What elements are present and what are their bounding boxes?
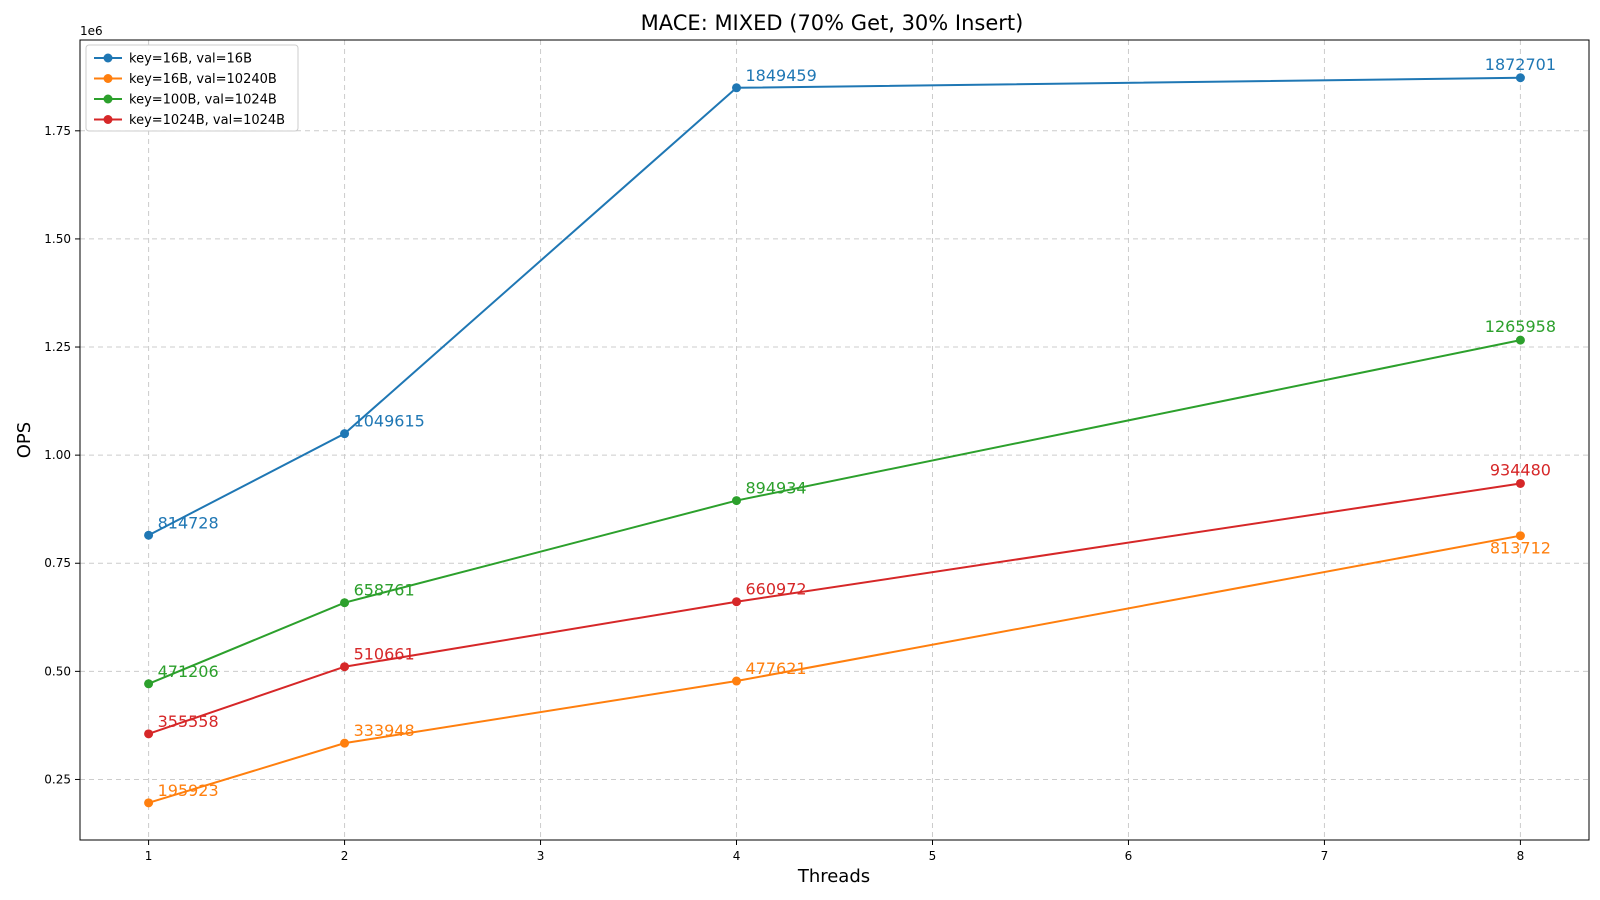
data-point xyxy=(340,662,350,672)
x-tick-label: 8 xyxy=(1517,849,1525,863)
y-tick-label: 0.25 xyxy=(44,772,71,786)
legend-marker xyxy=(103,74,113,83)
chart-title: MACE: MIXED (70% Get, 30% Insert) xyxy=(641,11,1024,35)
data-label: 658761 xyxy=(354,581,415,600)
x-tick-label: 3 xyxy=(537,849,545,863)
legend-label: key=16B, val=10240B xyxy=(129,72,277,87)
series-layer: 814728 1049615 1849459 1872701 195923 333948 4… xyxy=(144,55,1556,808)
legend-entry: key=16B, val=16B xyxy=(94,52,252,67)
x-tick-label: 2 xyxy=(341,849,349,863)
data-point xyxy=(340,429,350,439)
y-axis-multiplier: 1e6 xyxy=(80,24,103,38)
data-point xyxy=(1515,531,1525,541)
data-label: 477621 xyxy=(746,659,807,678)
data-point xyxy=(144,798,154,808)
data-point xyxy=(144,729,154,739)
data-point xyxy=(1515,73,1525,83)
legend-label: key=1024B, val=1024B xyxy=(129,113,285,128)
series-line xyxy=(148,76,1521,537)
legend: key=16B, val=16B key=16B, val=10240B key=1… xyxy=(85,44,299,132)
series-line xyxy=(148,534,1521,804)
data-label: 333948 xyxy=(354,721,415,740)
data-point xyxy=(732,496,742,506)
series-1: 814728 1049615 1849459 1872701 xyxy=(144,55,1556,540)
data-label: 814728 xyxy=(158,513,219,532)
data-label: 355558 xyxy=(158,712,219,731)
data-label: 1849459 xyxy=(746,66,817,85)
data-label: 660972 xyxy=(746,580,807,599)
x-tick-label: 7 xyxy=(1321,849,1329,863)
data-point xyxy=(340,598,350,608)
data-point xyxy=(732,676,742,686)
data-point xyxy=(144,530,154,540)
plot-area-frame xyxy=(79,39,1590,841)
data-point xyxy=(144,679,154,689)
y-axis-title: OPS xyxy=(14,422,35,458)
data-label: 195923 xyxy=(158,781,219,800)
x-tick-label: 5 xyxy=(929,849,937,863)
x-tick-label: 4 xyxy=(733,849,741,863)
legend-marker xyxy=(103,53,113,63)
legend-label: key=100B, val=1024B xyxy=(129,93,277,108)
x-tick-label: 1 xyxy=(145,849,153,863)
series-line xyxy=(148,482,1521,735)
series-3: 471206 658761 894934 1265958 xyxy=(144,317,1556,689)
y-tick-label: 0.75 xyxy=(44,556,71,570)
data-label: 471206 xyxy=(158,662,219,681)
legend-marker xyxy=(103,115,113,124)
data-label: 1872701 xyxy=(1485,55,1556,74)
series-4: 355558 510661 660972 934480 xyxy=(144,460,1551,739)
data-label: 894934 xyxy=(746,479,807,498)
axis-ticks: 1 2 3 4 5 6 7 8 0.25 0.50 0.75 1.00 1.25 1.50 1.75 xyxy=(44,124,1524,863)
data-label: 934480 xyxy=(1490,460,1551,479)
data-point xyxy=(340,738,350,748)
data-point xyxy=(732,597,742,607)
x-axis-title: Threads xyxy=(797,866,870,887)
data-label: 813712 xyxy=(1490,539,1551,558)
legend-entry: key=1024B, val=1024B xyxy=(94,113,285,128)
legend-label: key=16B, val=16B xyxy=(129,52,252,67)
legend-entry: key=16B, val=10240B xyxy=(94,72,277,87)
y-tick-label: 1.25 xyxy=(44,340,71,354)
legend-entry: key=100B, val=1024B xyxy=(94,93,277,108)
data-point xyxy=(1515,335,1525,345)
series-line xyxy=(148,339,1521,685)
data-label: 1265958 xyxy=(1485,317,1556,336)
series-2: 195923 333948 477621 813712 xyxy=(144,531,1551,808)
data-label: 1049615 xyxy=(354,412,425,431)
data-point xyxy=(732,83,742,93)
data-label: 510661 xyxy=(354,645,415,664)
y-tick-label: 0.50 xyxy=(44,664,71,678)
legend-marker xyxy=(103,94,113,104)
grid-lines xyxy=(80,40,1589,840)
legend-box xyxy=(85,44,299,132)
x-tick-label: 6 xyxy=(1125,849,1133,863)
y-tick-label: 1.50 xyxy=(44,232,71,246)
y-tick-label: 1.00 xyxy=(44,448,71,462)
data-point xyxy=(1515,478,1525,488)
y-tick-label: 1.75 xyxy=(44,124,71,138)
